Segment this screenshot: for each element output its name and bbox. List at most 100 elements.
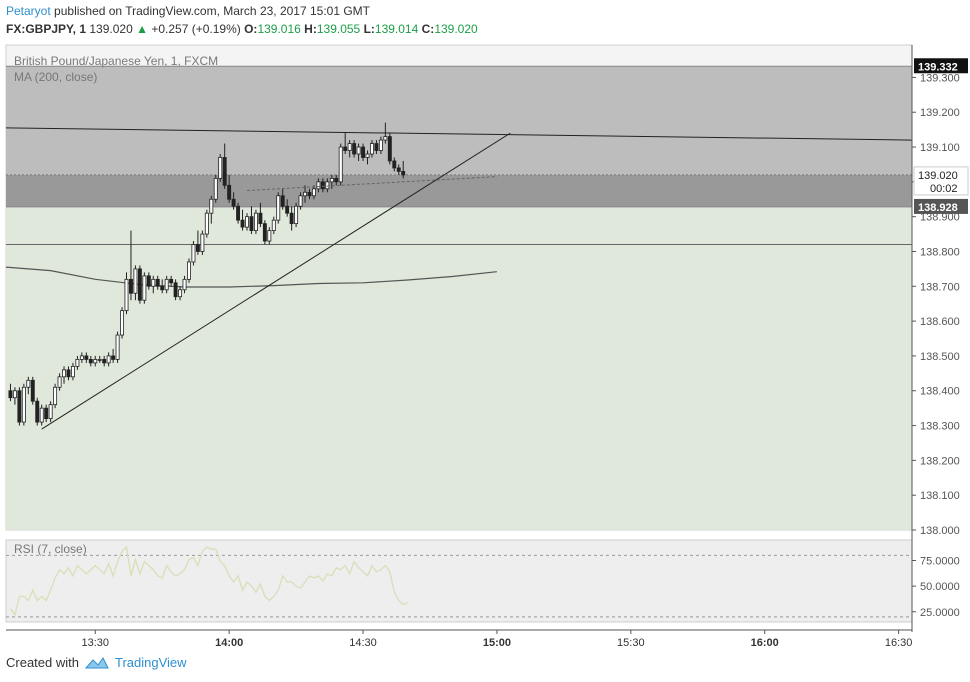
x-tick-label: 14:00 xyxy=(215,637,243,649)
candle-body xyxy=(187,261,191,280)
candle-body xyxy=(173,282,178,298)
candle-body xyxy=(124,278,129,312)
y-tick-label: 138.400 xyxy=(920,386,960,398)
candle-body xyxy=(356,146,361,155)
candle-body xyxy=(298,195,303,207)
candle-body xyxy=(218,157,223,179)
last-price: 139.020 xyxy=(89,22,133,36)
low-value: 139.014 xyxy=(374,22,419,36)
candle-body xyxy=(307,191,312,197)
price-label-bottom: 138.928 xyxy=(918,202,958,214)
time-axis[interactable]: 13:30 14:00 14:30 15:00 15:30 16:00 16:30 xyxy=(6,629,913,649)
candle-body xyxy=(195,244,200,252)
publish-line: Petaryot published on TradingView.com, M… xyxy=(6,4,370,18)
candle-body xyxy=(129,278,133,294)
candle-body xyxy=(57,376,62,388)
legend-ma: MA (200, close) xyxy=(14,70,97,84)
candle-body xyxy=(102,359,107,364)
candle-body xyxy=(320,181,325,190)
y-tick-label: 138.000 xyxy=(920,525,960,537)
candlestick-series xyxy=(8,122,406,426)
candle-body xyxy=(280,195,285,207)
candle-body xyxy=(155,278,160,287)
candle-body xyxy=(160,285,165,291)
low-label: L: xyxy=(363,22,375,36)
author-link[interactable]: Petaryot xyxy=(6,4,51,18)
x-tick-label: 16:00 xyxy=(751,637,779,649)
y-tick-label: 138.800 xyxy=(920,246,960,258)
ma-line xyxy=(5,266,497,288)
candle-body xyxy=(294,205,299,225)
y-tick-label: 138.600 xyxy=(920,316,960,328)
candle-body xyxy=(222,157,227,186)
x-tick-label: 15:00 xyxy=(483,637,511,649)
candle-body xyxy=(325,181,330,190)
candle-body xyxy=(236,205,241,221)
candle-body xyxy=(12,390,17,399)
y-tick-label: 139.300 xyxy=(920,72,960,84)
candle-body xyxy=(209,198,214,214)
candle-body xyxy=(378,139,383,151)
candle-body xyxy=(392,160,397,169)
trendlines xyxy=(5,127,913,430)
symbol-line: FX:GBPJPY, 1 139.020 ▲ +0.257 (+0.19%) O… xyxy=(6,22,478,36)
candle-body xyxy=(44,407,49,419)
candle-body xyxy=(213,177,218,200)
candle-body xyxy=(271,219,276,231)
trendline xyxy=(5,127,913,141)
close-value: 139.020 xyxy=(434,22,478,36)
rsi-line xyxy=(9,545,408,617)
candle-body xyxy=(151,278,156,287)
candle-body xyxy=(285,205,290,214)
x-tick-label: 15:30 xyxy=(617,637,645,649)
up-arrow-icon: ▲ xyxy=(136,22,148,36)
rsi-frame xyxy=(5,539,913,623)
candle-body xyxy=(35,400,40,423)
candle-body xyxy=(374,143,379,151)
candle-body xyxy=(383,136,388,141)
published-text: published on TradingView.com, March 23, … xyxy=(54,4,371,18)
price-axis[interactable]: 139.300139.200139.100139.000138.900138.8… xyxy=(911,45,970,632)
candle-body xyxy=(240,219,245,228)
candle-body xyxy=(48,404,53,419)
candle-body xyxy=(347,143,352,151)
created-with: Created with xyxy=(6,655,79,670)
candle-body xyxy=(245,216,249,228)
rsi-tick-label: 50.0000 xyxy=(920,581,960,593)
candle-body xyxy=(316,181,321,190)
candle-body xyxy=(329,177,334,183)
candle-body xyxy=(365,153,370,158)
high-label: H: xyxy=(304,22,317,36)
axis-bg xyxy=(912,45,970,632)
zone-rect xyxy=(6,206,912,530)
current-price-label: 139.020 xyxy=(918,170,958,182)
candle-body xyxy=(26,379,31,388)
candle-body xyxy=(88,359,93,364)
candle-body xyxy=(17,390,22,423)
y-tick-label: 138.300 xyxy=(920,421,960,433)
ma-polyline xyxy=(5,266,497,288)
candle-body xyxy=(387,136,392,162)
candle-body xyxy=(75,359,80,367)
candle-body xyxy=(204,212,209,235)
candle-body xyxy=(227,184,232,200)
candle-body xyxy=(84,355,89,360)
candle-body xyxy=(343,146,348,151)
candle-body xyxy=(169,278,174,284)
candle-body xyxy=(106,355,111,364)
candle-body xyxy=(137,268,142,301)
candle-body xyxy=(262,223,267,242)
candle-body xyxy=(182,278,187,291)
candle-body xyxy=(303,191,307,197)
candle-body xyxy=(70,365,75,378)
candle-body xyxy=(352,143,357,155)
candle-body xyxy=(115,334,120,360)
footer: Created with TradingView xyxy=(6,655,187,670)
candle-body xyxy=(164,278,169,291)
tradingview-link[interactable]: TradingView xyxy=(114,655,187,670)
x-tick-label: 16:30 xyxy=(885,637,913,649)
candle-body xyxy=(79,355,84,360)
candle-body xyxy=(97,359,102,361)
candle-body xyxy=(249,216,254,231)
